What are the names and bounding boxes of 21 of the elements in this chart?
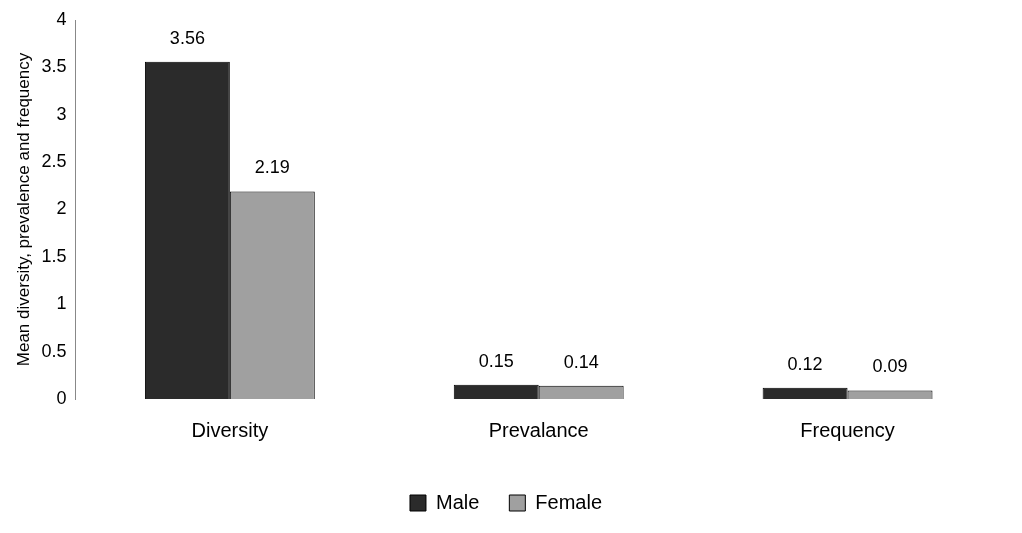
y-tick-label: 2 [56,198,67,219]
y-tick-label: 3 [56,103,67,124]
x-tick-label: Prevalance [488,418,589,441]
data-label: 0.15 [478,350,514,371]
y-axis-title: Mean diversity, prevalence and frequency [13,52,33,367]
y-tick-label: 0.5 [41,340,67,361]
y-tick-label: 1.5 [41,245,67,266]
data-label: 0.09 [872,356,908,377]
data-label: 0.14 [563,351,599,372]
y-tick-label: 1 [56,293,67,314]
y-tick-label: 4 [56,8,67,29]
data-label: 2.19 [254,157,290,178]
y-tick-label: 3.5 [41,56,67,77]
data-label: 3.56 [169,27,205,48]
data-label: 0.12 [787,353,823,374]
y-tick-label: 2.5 [41,151,67,172]
y-tick-label: 0 [56,387,67,408]
x-tick-label: Frequency [800,418,895,441]
legend-label: Female [535,490,603,513]
x-tick-label: Diversity [191,418,269,441]
legend-label: Male [435,490,480,513]
